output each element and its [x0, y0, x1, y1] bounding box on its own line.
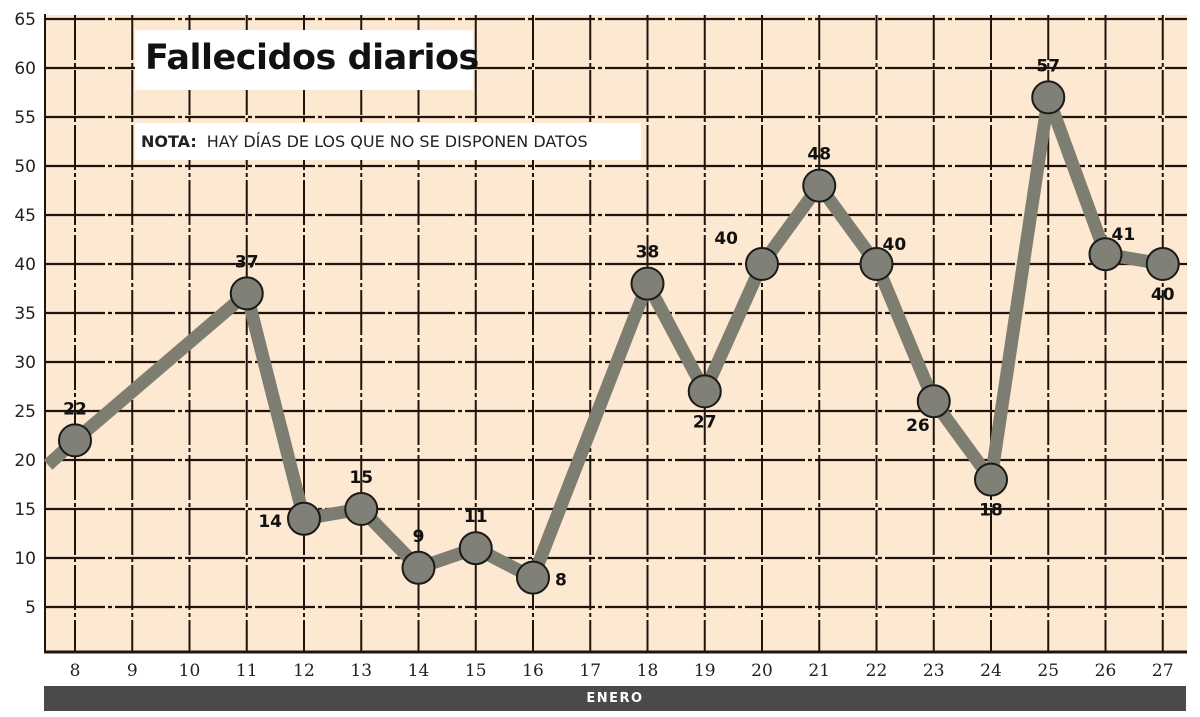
data-label: 40: [714, 229, 738, 249]
x-tick-label: 15: [465, 661, 487, 681]
data-label: 26: [906, 416, 930, 436]
y-tick-label: 55: [14, 108, 36, 128]
x-axis-ticks: 8 9 10 11 12 13 14 15 16 17 18 19 20 21 22 23 24 25 26 27: [70, 661, 1174, 681]
y-tick-label: 35: [14, 304, 36, 324]
y-tick-label: 20: [14, 451, 36, 471]
data-line: [43, 95, 1164, 587]
x-tick-label: 11: [236, 661, 258, 681]
x-tick-label: 19: [694, 661, 716, 681]
x-tick-label: 20: [751, 661, 773, 681]
y-tick-label: 40: [14, 255, 36, 275]
note-text: NOTA: HAY DÍAS DE LOS QUE NO SE DISPONEN …: [141, 132, 588, 151]
data-point-marker: [687, 374, 722, 409]
y-tick-label: 45: [14, 206, 36, 226]
data-point-marker: [344, 492, 379, 526]
month-band: ENERO: [44, 686, 1186, 711]
x-tick-label: 24: [980, 661, 1002, 681]
data-label: 41: [1112, 225, 1136, 245]
data-point-marker: [516, 560, 550, 595]
data-point-marker: [802, 168, 837, 203]
plot-area: [45, 15, 1187, 653]
x-tick-label: 18: [637, 661, 659, 681]
y-tick-label: 65: [14, 10, 36, 30]
data-point-marker: [458, 531, 493, 566]
data-point-marker: [859, 247, 894, 281]
data-label: 8: [555, 571, 567, 591]
data-point-marker: [58, 423, 92, 458]
x-tick-label: 9: [127, 661, 138, 681]
note-box: NOTA: HAY DÍAS DE LOS QUE NO SE DISPONEN …: [135, 123, 641, 160]
y-tick-label: 15: [14, 500, 36, 520]
note-body: HAY DÍAS DE LOS QUE NO SE DISPONEN DATOS: [206, 132, 588, 151]
data-label: 57: [1036, 56, 1060, 76]
data-point-marker: [287, 501, 321, 536]
x-tick-label: 13: [350, 661, 372, 681]
month-label: ENERO: [586, 691, 644, 706]
x-tick-label: 8: [70, 661, 81, 681]
x-tick-label: 26: [1095, 661, 1117, 681]
y-tick-label: 50: [14, 157, 36, 177]
data-labels: 22 37 14 15 9 11 8 38 27 40 48 40 26 18 57 41 40: [63, 56, 1175, 590]
y-tick-label: 5: [25, 598, 36, 618]
data-markers: [58, 80, 1180, 595]
data-label: 38: [636, 243, 660, 263]
x-tick-label: 22: [866, 661, 888, 681]
data-label: 14: [258, 512, 282, 532]
y-tick-label: 10: [14, 549, 36, 569]
grid-lines: [45, 15, 1187, 652]
chart-title-box: Fallecidos diarios: [135, 30, 479, 90]
x-tick-label: 23: [923, 661, 945, 681]
data-label: 37: [235, 252, 259, 272]
data-label: 40: [1151, 285, 1175, 305]
y-tick-label: 30: [14, 353, 36, 373]
chart-title: Fallecidos diarios: [145, 38, 479, 78]
x-tick-label: 21: [808, 661, 830, 681]
data-label: 40: [883, 235, 907, 255]
data-point-marker: [1088, 237, 1123, 272]
x-tick-label: 14: [408, 661, 430, 681]
data-label: 11: [464, 507, 488, 527]
data-point-marker: [630, 266, 665, 301]
note-label: NOTA:: [141, 132, 197, 151]
data-point-marker: [745, 247, 779, 281]
x-tick-label: 16: [522, 661, 544, 681]
data-label: 48: [807, 145, 831, 165]
series-line: [43, 95, 1164, 587]
x-tick-label: 10: [179, 661, 201, 681]
data-label: 27: [693, 412, 717, 432]
data-point-marker: [974, 462, 1008, 497]
x-tick-label: 17: [579, 661, 601, 681]
x-tick-label: 25: [1037, 661, 1059, 681]
data-label: 9: [413, 527, 425, 547]
data-point-marker: [401, 550, 436, 585]
data-point-marker: [1031, 80, 1066, 115]
data-label: 15: [349, 468, 373, 488]
data-point-marker: [916, 384, 951, 419]
x-tick-label: 27: [1152, 661, 1174, 681]
x-tick-label: 12: [293, 661, 315, 681]
data-label: 22: [63, 399, 87, 419]
y-tick-label: 60: [14, 59, 36, 79]
data-point-marker: [229, 276, 264, 311]
y-axis-ticks: 5 10 15 20 25 30 35 40 45 50 55 60 65: [14, 10, 36, 618]
data-label: 18: [979, 501, 1003, 521]
y-tick-label: 25: [14, 402, 36, 422]
data-point-marker: [1145, 247, 1180, 281]
